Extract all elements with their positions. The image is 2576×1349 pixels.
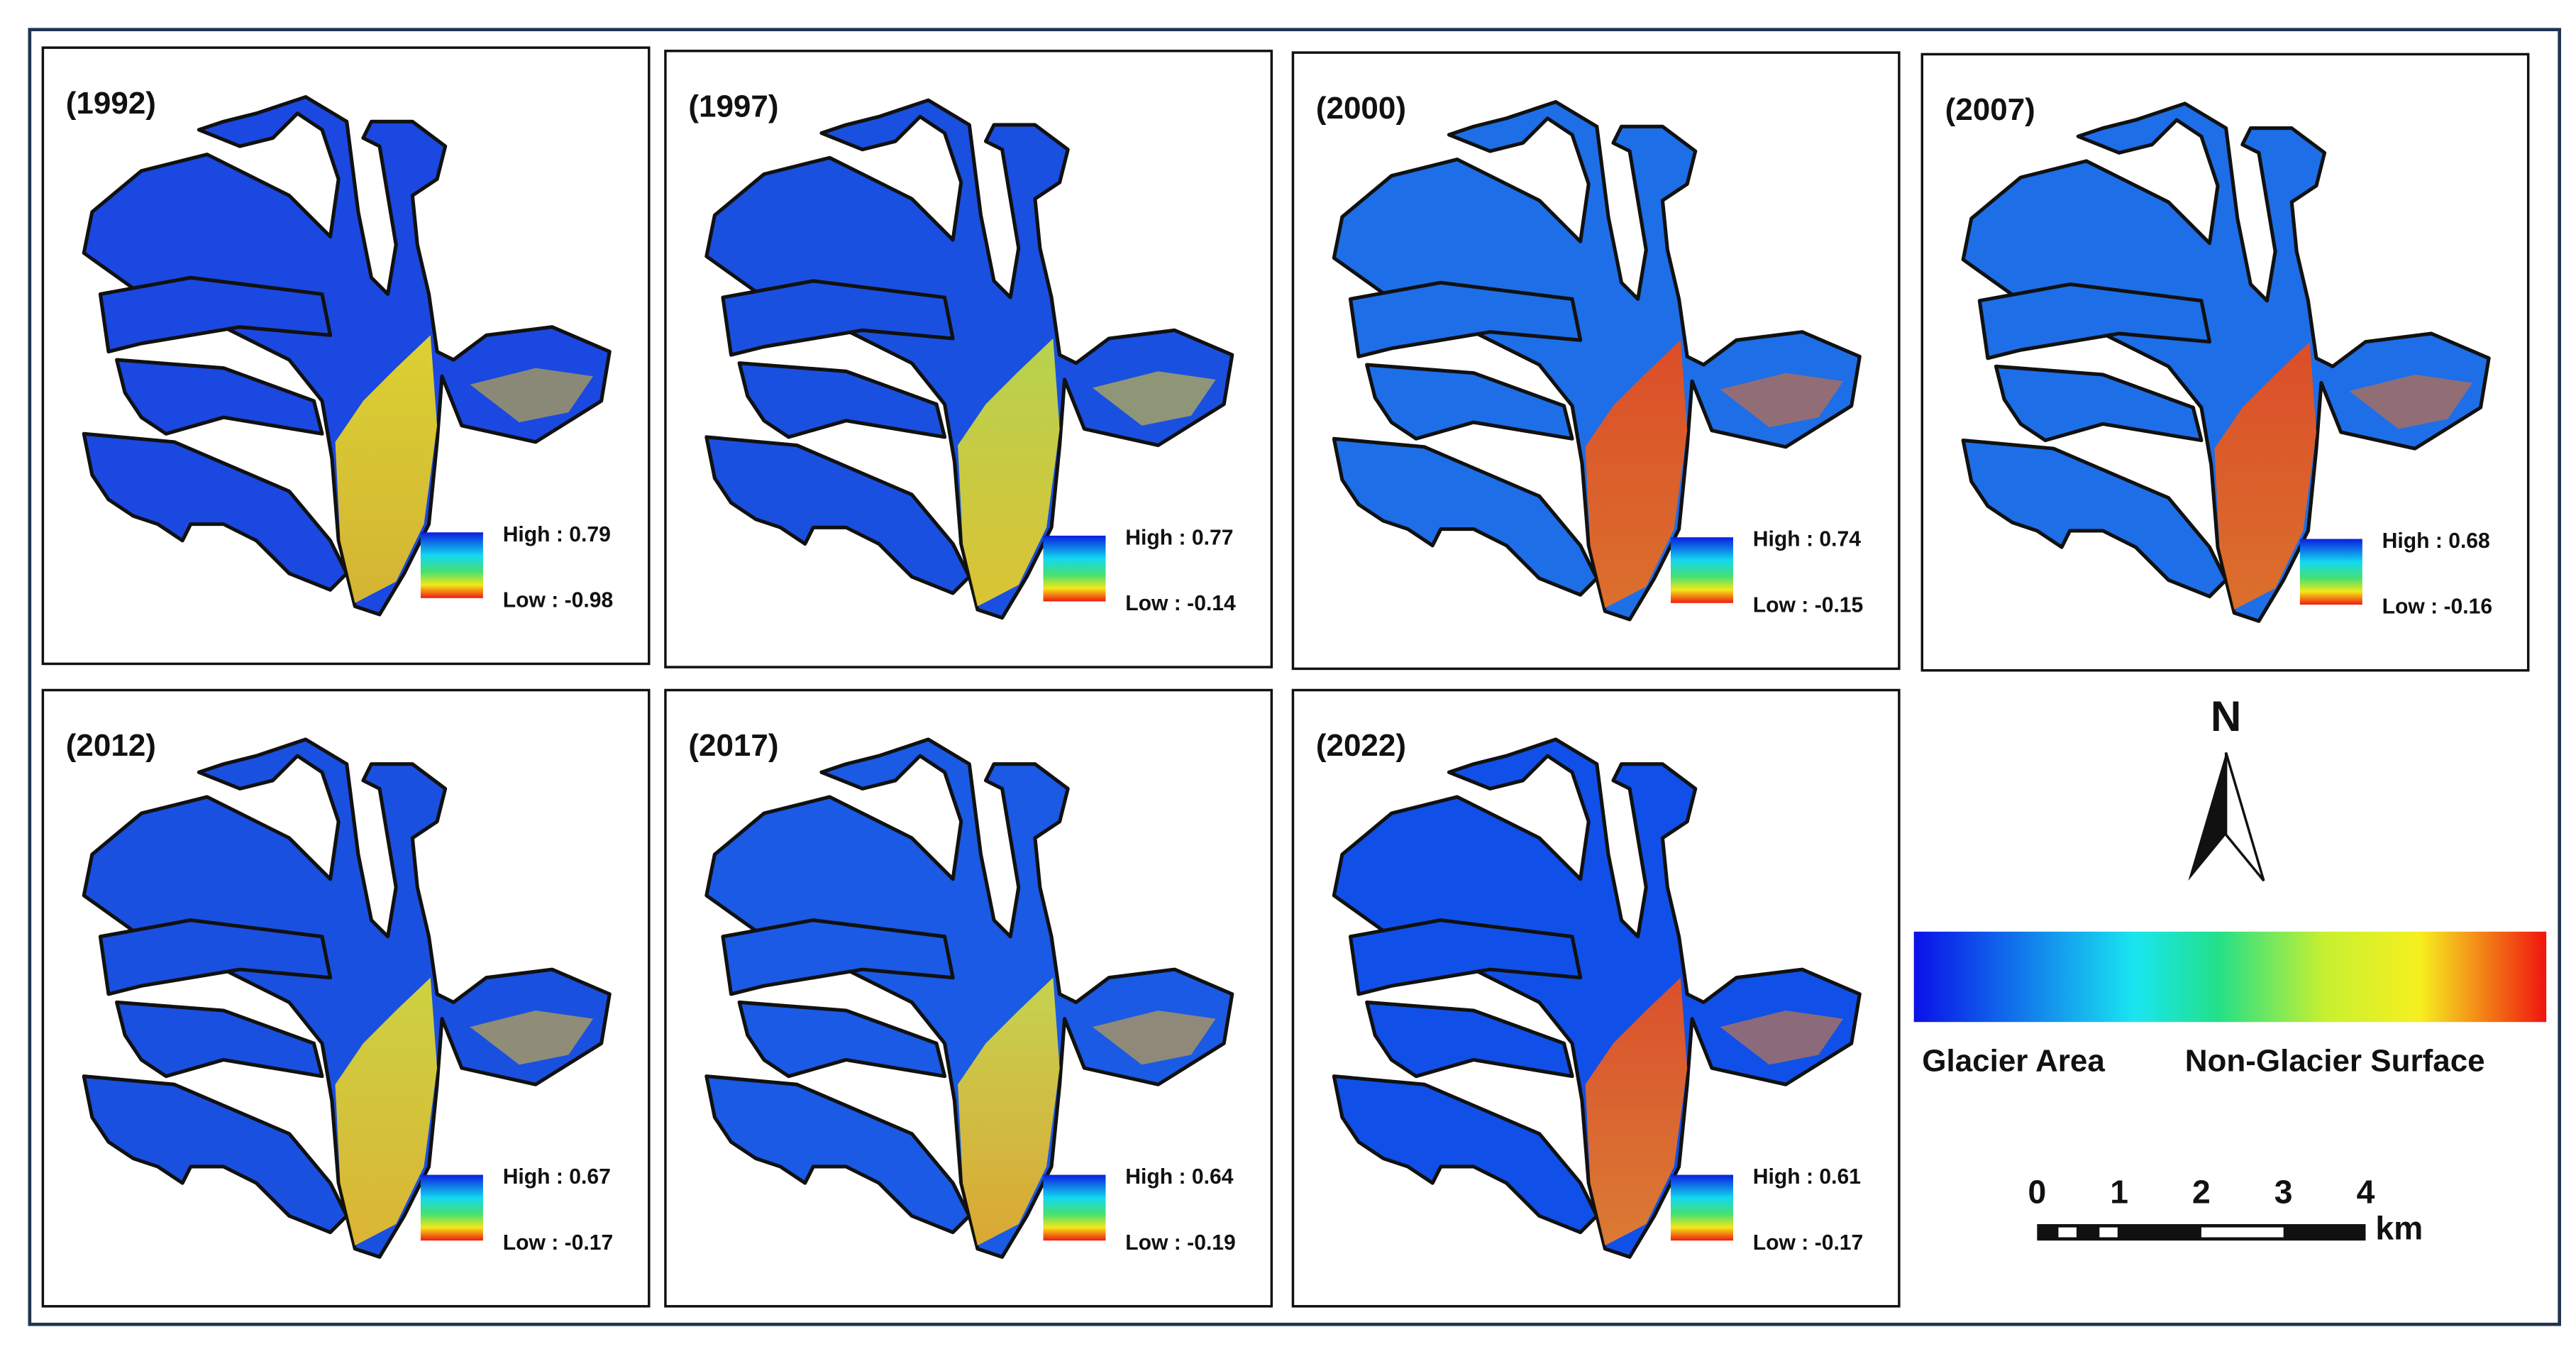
glacier-trunk (335, 977, 438, 1246)
glacier-trunk (1585, 977, 1688, 1246)
glacier-trunk (958, 338, 1060, 607)
scale-tick-label: 1 (2110, 1174, 2128, 1211)
map-panel: (1992) High : 0.79 Low : -0.98 (41, 46, 651, 666)
high-label: High : 0.79 (503, 523, 611, 546)
scale-tick-label: 4 (2357, 1174, 2375, 1211)
legend-left-label: Glacier Area (1922, 1044, 2105, 1079)
glacier-patch (470, 1011, 594, 1065)
year-label: (2007) (1945, 92, 2035, 127)
glacier-patch (470, 368, 594, 423)
glacier-patch (1720, 1011, 1844, 1065)
glacier-trunk (1585, 340, 1688, 608)
glacier-trunk (958, 977, 1060, 1246)
scale-labels: 0 1 2 3 4km (2028, 1174, 2423, 1247)
panel-ramp (420, 532, 483, 598)
high-label: High : 0.64 (1125, 1165, 1233, 1189)
map-panel: (2012) High : 0.67 Low : -0.17 (41, 688, 651, 1308)
low-label: Low : -0.16 (2382, 595, 2493, 619)
year-label: (1992) (66, 86, 156, 121)
glacier-patch (1092, 1011, 1216, 1065)
panel-ramp (1043, 535, 1106, 602)
north-arrow-left (2188, 752, 2226, 881)
scale-tick-label: 2 (2192, 1174, 2211, 1211)
high-label: High : 0.61 (1753, 1165, 1861, 1189)
high-label: High : 0.77 (1125, 526, 1233, 549)
scale-bar-seg (2201, 1227, 2284, 1238)
map-panel: (1997) High : 0.77 Low : -0.14 (664, 50, 1273, 668)
low-label: Low : -0.98 (503, 588, 614, 612)
panel-ramp (1043, 1174, 1106, 1241)
map-panel: (2017) High : 0.64 Low : -0.19 (664, 688, 1273, 1308)
panel-ramp (1671, 537, 1733, 603)
scale-tick-label: 0 (2028, 1174, 2046, 1211)
low-label: Low : -0.17 (1753, 1231, 1864, 1255)
glacier-patch (2349, 374, 2472, 429)
north-arrow-right (2224, 751, 2265, 882)
high-label: High : 0.74 (1753, 528, 1861, 551)
panels: (1992) High : 0.79 Low : -0.98 (1997) High :… (41, 46, 2530, 1308)
year-label: (2012) (66, 728, 156, 763)
glacier-patch (1092, 371, 1216, 426)
scale-bar-seg (2058, 1227, 2077, 1238)
high-label: High : 0.68 (2382, 529, 2490, 553)
legend-right-label: Non-Glacier Surface (2185, 1044, 2485, 1079)
scale-tick-label: 3 (2274, 1174, 2293, 1211)
map-panel: (2007) High : 0.68 Low : -0.16 (1920, 53, 2530, 672)
panel-ramp (2299, 539, 2362, 605)
year-label: (2022) (1316, 728, 1406, 763)
outer-frame (28, 28, 2561, 1326)
north-label: N (2211, 693, 2241, 740)
scale-unit: km (2375, 1210, 2423, 1247)
glacier-patch (1720, 373, 1844, 428)
year-label: (1997) (688, 89, 778, 123)
high-label: High : 0.67 (503, 1165, 611, 1189)
low-label: Low : -0.17 (503, 1231, 614, 1255)
scale-bar-seg (2099, 1227, 2118, 1238)
scale-bar (2037, 1224, 2366, 1241)
year-label: (2000) (1316, 91, 1406, 126)
glacier-trunk (2214, 341, 2316, 610)
map-panel: (2022) High : 0.61 Low : -0.17 (1291, 688, 1901, 1308)
glacier-trunk (335, 335, 438, 603)
panel-ramp (1671, 1174, 1733, 1241)
map-panel: (2000) High : 0.74 Low : -0.15 (1291, 51, 1901, 671)
legend-ramp (1913, 931, 2547, 1023)
panel-ramp (420, 1174, 483, 1241)
low-label: Low : -0.14 (1125, 592, 1236, 615)
year-label: (2017) (688, 728, 778, 763)
legend-area: N Glacier Area Non-Glacier Surface 0 1 2 3 4… (1913, 693, 2547, 1247)
low-label: Low : -0.15 (1753, 593, 1864, 617)
low-label: Low : -0.19 (1125, 1231, 1236, 1255)
